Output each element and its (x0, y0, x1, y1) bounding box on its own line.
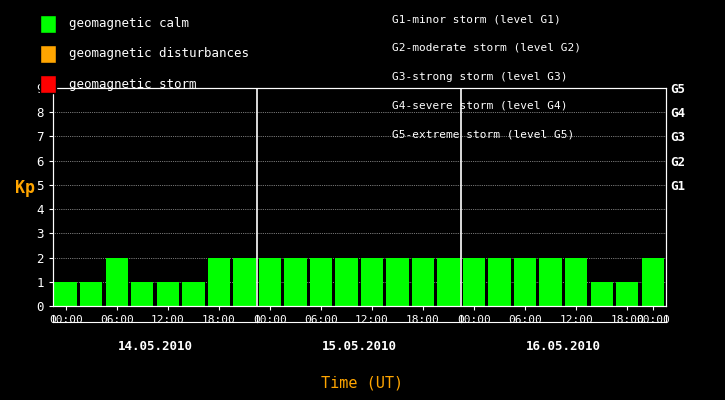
Text: G3-strong storm (level G3): G3-strong storm (level G3) (392, 72, 567, 82)
Bar (437, 258, 460, 306)
Bar (131, 282, 154, 306)
Text: geomagnetic storm: geomagnetic storm (69, 78, 196, 90)
Bar (616, 282, 639, 306)
Bar (489, 258, 511, 306)
Bar (539, 258, 562, 306)
Text: 15.05.2010: 15.05.2010 (322, 340, 397, 352)
Text: G2-moderate storm (level G2): G2-moderate storm (level G2) (392, 43, 581, 53)
Y-axis label: Kp: Kp (15, 179, 36, 197)
Bar (157, 282, 179, 306)
Bar (310, 258, 332, 306)
Text: Time (UT): Time (UT) (321, 375, 404, 390)
Text: G4-severe storm (level G4): G4-severe storm (level G4) (392, 100, 567, 110)
Bar (386, 258, 409, 306)
Bar (642, 258, 664, 306)
Bar (182, 282, 204, 306)
Bar (80, 282, 102, 306)
Bar (335, 258, 357, 306)
Bar (590, 282, 613, 306)
Bar (106, 258, 128, 306)
Text: 14.05.2010: 14.05.2010 (117, 340, 193, 352)
Bar (514, 258, 536, 306)
Bar (412, 258, 434, 306)
Bar (565, 258, 587, 306)
Text: geomagnetic calm: geomagnetic calm (69, 18, 189, 30)
Bar (284, 258, 307, 306)
Text: geomagnetic disturbances: geomagnetic disturbances (69, 48, 249, 60)
Bar (259, 258, 281, 306)
Bar (361, 258, 384, 306)
Text: G1-minor storm (level G1): G1-minor storm (level G1) (392, 14, 560, 24)
Bar (54, 282, 77, 306)
Text: G5-extreme storm (level G5): G5-extreme storm (level G5) (392, 129, 573, 139)
Text: 16.05.2010: 16.05.2010 (526, 340, 601, 352)
Bar (463, 258, 485, 306)
Bar (207, 258, 230, 306)
Bar (233, 258, 256, 306)
